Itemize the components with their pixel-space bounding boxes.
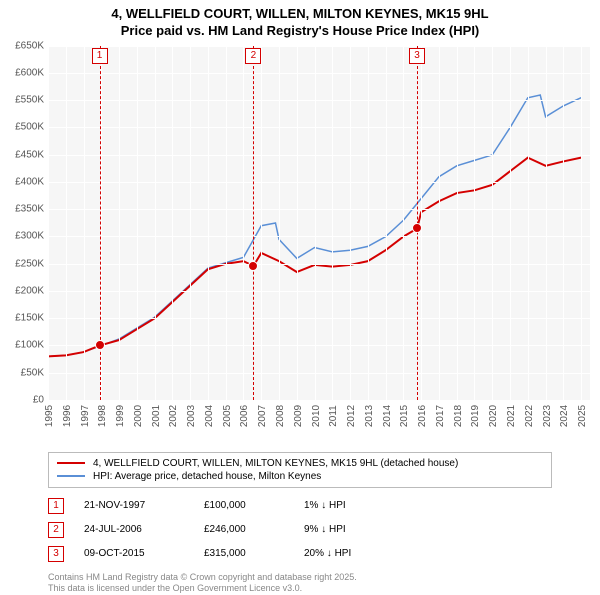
x-axis-label: 1997 xyxy=(80,405,91,427)
x-axis-label: 1995 xyxy=(44,405,55,427)
footer: Contains HM Land Registry data © Crown c… xyxy=(48,572,552,595)
x-axis-label: 2008 xyxy=(275,405,286,427)
x-axis-label: 2015 xyxy=(399,405,410,427)
x-axis-label: 2021 xyxy=(506,405,517,427)
legend: 4, WELLFIELD COURT, WILLEN, MILTON KEYNE… xyxy=(48,452,552,488)
x-axis-label: 2004 xyxy=(204,405,215,427)
x-axis-label: 1999 xyxy=(115,405,126,427)
x-axis-label: 2003 xyxy=(186,405,197,427)
x-axis-label: 2016 xyxy=(417,405,428,427)
x-axis-label: 2001 xyxy=(151,405,162,427)
footer-line1: Contains HM Land Registry data © Crown c… xyxy=(48,572,552,584)
marker-dot xyxy=(95,340,105,350)
legend-row-price: 4, WELLFIELD COURT, WILLEN, MILTON KEYNE… xyxy=(57,457,543,470)
legend-label-hpi: HPI: Average price, detached house, Milt… xyxy=(93,471,321,482)
marker-box: 3 xyxy=(409,48,425,64)
x-axis-label: 2007 xyxy=(257,405,268,427)
sale-date: 09-OCT-2015 xyxy=(84,548,184,559)
legend-swatch-hpi xyxy=(57,475,85,477)
x-axis-label: 2009 xyxy=(293,405,304,427)
sale-diff: 1% ↓ HPI xyxy=(304,500,346,511)
legend-label-price: 4, WELLFIELD COURT, WILLEN, MILTON KEYNE… xyxy=(93,458,458,469)
y-axis-label: £250K xyxy=(15,258,48,269)
chart-title: 4, WELLFIELD COURT, WILLEN, MILTON KEYNE… xyxy=(0,0,600,40)
sale-date: 24-JUL-2006 xyxy=(84,524,184,535)
x-axis-label: 2017 xyxy=(435,405,446,427)
x-axis-label: 2011 xyxy=(328,405,339,427)
sale-row: 2 24-JUL-2006 £246,000 9% ↓ HPI xyxy=(48,518,552,542)
x-axis-label: 2013 xyxy=(364,405,375,427)
sale-price: £100,000 xyxy=(204,500,284,511)
footer-line2: This data is licensed under the Open Gov… xyxy=(48,583,552,595)
x-axis-label: 2010 xyxy=(311,405,322,427)
sales-table: 1 21-NOV-1997 £100,000 1% ↓ HPI 2 24-JUL-2006… xyxy=(48,494,552,566)
y-axis-label: £450K xyxy=(15,149,48,160)
x-axis-label: 2020 xyxy=(488,405,499,427)
y-axis-label: £50K xyxy=(21,367,48,378)
marker-dot xyxy=(248,261,258,271)
y-axis-label: £650K xyxy=(15,40,48,51)
marker-line xyxy=(253,46,254,400)
y-axis-label: £400K xyxy=(15,176,48,187)
title-line1: 4, WELLFIELD COURT, WILLEN, MILTON KEYNE… xyxy=(0,6,600,23)
x-axis-label: 2019 xyxy=(470,405,481,427)
y-axis-label: £0 xyxy=(33,394,48,405)
title-line2: Price paid vs. HM Land Registry's House … xyxy=(0,23,600,40)
sale-marker-box: 2 xyxy=(48,522,64,538)
x-axis-label: 2002 xyxy=(168,405,179,427)
y-axis-label: £350K xyxy=(15,204,48,215)
sale-diff: 9% ↓ HPI xyxy=(304,524,346,535)
chart: £0£50K£100K£150K£200K£250K£300K£350K£400… xyxy=(48,46,590,424)
legend-row-hpi: HPI: Average price, detached house, Milt… xyxy=(57,470,543,483)
x-axis-label: 2018 xyxy=(453,405,464,427)
marker-box: 1 xyxy=(92,48,108,64)
marker-dot xyxy=(412,223,422,233)
marker-box: 2 xyxy=(245,48,261,64)
plot-area: £0£50K£100K£150K£200K£250K£300K£350K£400… xyxy=(48,46,590,400)
legend-swatch-price xyxy=(57,462,85,464)
x-axis-label: 2014 xyxy=(382,405,393,427)
sale-price: £315,000 xyxy=(204,548,284,559)
sale-row: 3 09-OCT-2015 £315,000 20% ↓ HPI xyxy=(48,542,552,566)
x-axis-label: 2005 xyxy=(222,405,233,427)
y-axis-label: £300K xyxy=(15,231,48,242)
sale-date: 21-NOV-1997 xyxy=(84,500,184,511)
x-axis-label: 2022 xyxy=(524,405,535,427)
sale-row: 1 21-NOV-1997 £100,000 1% ↓ HPI xyxy=(48,494,552,518)
x-axis-label: 2006 xyxy=(239,405,250,427)
y-axis-label: £150K xyxy=(15,313,48,324)
x-axis-label: 2024 xyxy=(559,405,570,427)
x-axis-label: 2025 xyxy=(577,405,588,427)
sale-price: £246,000 xyxy=(204,524,284,535)
x-axis-label: 2012 xyxy=(346,405,357,427)
y-axis-label: £200K xyxy=(15,285,48,296)
sale-marker-box: 3 xyxy=(48,546,64,562)
x-axis-label: 1998 xyxy=(97,405,108,427)
x-axis-label: 1996 xyxy=(62,405,73,427)
sale-diff: 20% ↓ HPI xyxy=(304,548,351,559)
y-axis-label: £100K xyxy=(15,340,48,351)
x-axis-label: 2000 xyxy=(133,405,144,427)
y-axis-label: £500K xyxy=(15,122,48,133)
y-axis-label: £600K xyxy=(15,68,48,79)
y-axis-label: £550K xyxy=(15,95,48,106)
x-axis-label: 2023 xyxy=(542,405,553,427)
sale-marker-box: 1 xyxy=(48,498,64,514)
line-layer xyxy=(48,46,590,400)
